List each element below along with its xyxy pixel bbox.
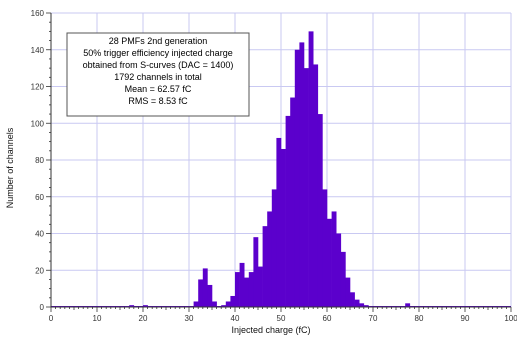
annotation-line: obtained from S-curves (DAC = 1400) <box>83 60 234 70</box>
histogram-bar <box>354 299 360 307</box>
x-tick-label: 80 <box>415 314 424 323</box>
histogram-bar <box>405 303 411 307</box>
x-tick-label: 60 <box>323 314 332 323</box>
histogram-bar <box>327 218 332 307</box>
y-tick-label: 20 <box>35 266 44 275</box>
x-tick-label: 30 <box>185 314 194 323</box>
annotation-line: Mean = 62.57 fC <box>125 84 192 94</box>
annotation-line: 50% trigger efficiency injected charge <box>83 48 232 58</box>
x-tick-label: 50 <box>277 314 286 323</box>
histogram-bar <box>317 114 323 307</box>
histogram-bar <box>350 292 355 307</box>
histogram-bar <box>313 64 319 307</box>
histogram-bar <box>308 31 314 307</box>
annotation-line: RMS = 8.53 fC <box>128 96 188 106</box>
x-tick-label: 40 <box>231 314 240 323</box>
histogram-bar <box>244 277 250 307</box>
y-tick-label: 160 <box>31 9 45 18</box>
x-tick-label: 90 <box>461 314 470 323</box>
y-axis-title: Number of channels <box>5 127 15 208</box>
histogram-bar <box>258 266 263 307</box>
histogram-bar <box>239 262 245 307</box>
histogram-bar <box>304 68 309 307</box>
tick-labels: 0 10 20 30 40 50 60 70 80 90 100 0 20 40 60 80 100 120 140… <box>31 9 517 323</box>
histogram-bar <box>248 272 254 307</box>
y-tick-label: 120 <box>31 83 45 92</box>
histogram-bar <box>290 97 296 308</box>
histogram-bar <box>340 251 346 307</box>
histogram-bar <box>345 277 351 307</box>
histogram-bar <box>262 226 268 307</box>
histogram-bar <box>336 233 342 307</box>
histogram-bar <box>212 301 217 307</box>
y-tick-label: 100 <box>31 119 45 128</box>
y-tick-label: 80 <box>35 156 44 165</box>
y-tick-label: 60 <box>35 193 44 202</box>
annotation-line: 1792 channels in total <box>114 72 202 82</box>
axes <box>46 12 512 312</box>
x-axis-title: Injected charge (fC) <box>231 325 310 335</box>
histogram-bar <box>331 211 337 307</box>
histogram-bar <box>225 301 231 307</box>
histogram-bar <box>207 284 213 307</box>
histogram-bar <box>198 279 204 307</box>
x-tick-label: 0 <box>49 314 54 323</box>
x-tick-label: 70 <box>369 314 378 323</box>
histogram-bar <box>322 189 328 307</box>
histogram-bar <box>294 49 300 307</box>
histogram-bar <box>281 148 286 307</box>
histogram-bar <box>235 272 240 307</box>
histogram-bar <box>230 295 236 307</box>
histogram-bar <box>299 42 305 308</box>
histogram-bars <box>51 31 511 308</box>
histogram-bar <box>271 189 277 307</box>
histogram-bar <box>285 115 291 308</box>
histogram-bar <box>202 268 208 307</box>
y-tick-label: 40 <box>35 230 44 239</box>
histogram-bar <box>267 211 273 307</box>
x-tick-label: 10 <box>93 314 102 323</box>
histogram-bar <box>193 301 199 307</box>
x-tick-label: 100 <box>504 314 517 323</box>
x-tick-label: 20 <box>139 314 148 323</box>
histogram-bar <box>253 237 259 307</box>
y-tick-label: 0 <box>40 303 45 312</box>
histogram-bar <box>359 303 365 307</box>
histogram-bar <box>276 137 282 307</box>
annotation-line: 28 PMFs 2nd generation <box>109 36 208 46</box>
y-tick-label: 140 <box>31 46 45 55</box>
stats-annotation-box: 28 PMFs 2nd generation 50% trigger effic… <box>66 32 250 117</box>
